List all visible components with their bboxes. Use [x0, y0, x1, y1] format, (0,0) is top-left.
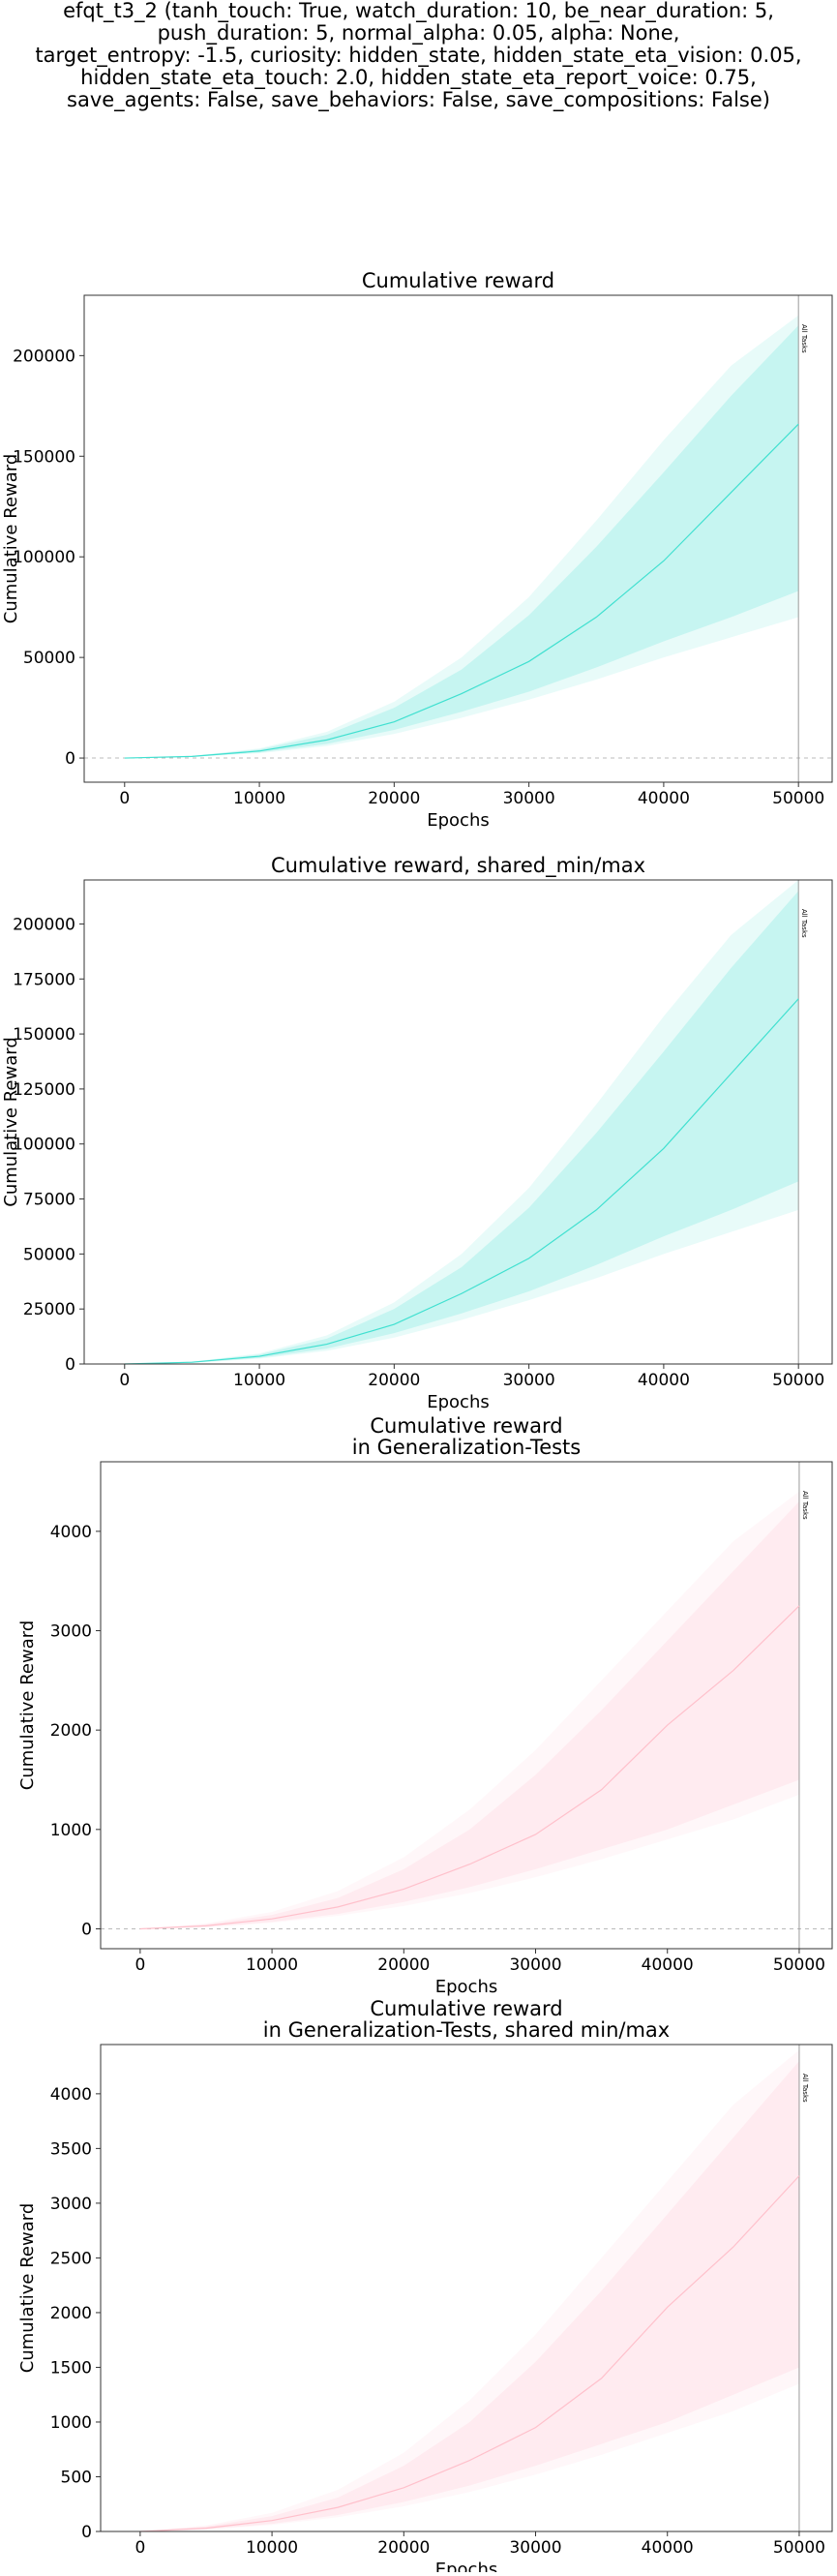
y-axis-label: Cumulative Reward — [17, 1621, 38, 1791]
x-tick-label: 20000 — [377, 2538, 430, 2558]
y-tick-label: 200000 — [13, 347, 75, 366]
x-tick-label: 0 — [119, 1371, 130, 1390]
chart-title: Cumulative reward in Generalization-Tests — [352, 1414, 581, 1459]
y-axis-label: Cumulative Reward — [1, 454, 21, 624]
x-tick-label: 50000 — [772, 789, 824, 808]
x-tick-label: 30000 — [509, 1955, 561, 1975]
y-tick-label: 4000 — [50, 1523, 92, 1542]
x-axis-label: Epochs — [435, 2560, 498, 2572]
chart-title-line: in Generalization-Tests — [352, 1436, 581, 1459]
x-tick-label: 10000 — [233, 789, 285, 808]
chart-1: All Tasks 0 10000 20000 30000 40000 50000 0 5000… — [1, 269, 832, 831]
y-tick-label: 3500 — [50, 2139, 92, 2159]
chart-title: Cumulative reward, shared_min/max — [271, 854, 645, 878]
chart-title-line: Cumulative reward — [362, 269, 554, 292]
chart-title: Cumulative reward in Generalization-Tests… — [263, 1997, 670, 2042]
y-tick-label: 125000 — [13, 1080, 75, 1100]
y-axis-label: Cumulative Reward — [1, 1037, 21, 1207]
y-tick-label: 2000 — [50, 2304, 92, 2323]
vline-label: All Tasks — [801, 1491, 809, 1520]
y-tick-label: 500 — [61, 2468, 92, 2487]
x-tick-label: 10000 — [233, 1371, 285, 1390]
x-tick-label: 20000 — [377, 1955, 430, 1975]
figure-suptitle: efqt_t3_2 (tanh_touch: True, watch_durat… — [0, 0, 837, 111]
y-tick-label: 4000 — [50, 2085, 92, 2105]
chart-2: All Tasks 0 10000 20000 30000 40000 50000 0 2500… — [1, 854, 832, 1412]
x-axis-label: Epochs — [427, 810, 490, 831]
chart-title-line: Cumulative reward, shared_min/max — [271, 854, 645, 878]
y-tick-label: 100000 — [13, 1136, 75, 1155]
y-tick-label: 175000 — [13, 970, 75, 989]
x-axis-label: Epochs — [435, 1977, 498, 1997]
x-tick-label: 10000 — [246, 2538, 298, 2558]
y-tick-label: 3000 — [50, 2195, 92, 2214]
x-tick-label: 50000 — [772, 1371, 824, 1390]
x-tick-label: 40000 — [638, 789, 690, 808]
y-tick-label: 25000 — [23, 1300, 75, 1319]
x-tick-label: 30000 — [503, 789, 555, 808]
x-tick-label: 50000 — [773, 1955, 825, 1975]
vline-label: All Tasks — [800, 909, 808, 938]
y-tick-label: 0 — [81, 2523, 92, 2542]
y-tick-label: 1500 — [50, 2358, 92, 2378]
chart-title-line: Cumulative reward — [370, 1414, 562, 1438]
y-tick-label: 75000 — [23, 1191, 75, 1210]
y-tick-label: 0 — [81, 1920, 92, 1939]
chart-title: Cumulative reward — [362, 269, 554, 292]
y-tick-label: 3000 — [50, 1622, 92, 1642]
x-tick-label: 0 — [135, 1955, 145, 1975]
x-axis-label: Epochs — [427, 1392, 490, 1412]
y-tick-label: 1000 — [50, 1821, 92, 1840]
x-tick-label: 50000 — [773, 2538, 825, 2558]
x-tick-label: 40000 — [642, 1955, 694, 1975]
y-axis-label: Cumulative Reward — [17, 2203, 38, 2374]
y-tick-label: 0 — [65, 1355, 75, 1375]
y-tick-label: 2500 — [50, 2249, 92, 2268]
x-tick-label: 40000 — [642, 2538, 694, 2558]
chart-title-line: Cumulative reward — [370, 1997, 562, 2020]
y-tick-label: 50000 — [23, 649, 75, 668]
x-tick-label: 0 — [119, 789, 130, 808]
vline-label: All Tasks — [801, 2074, 809, 2103]
vline-label: All Tasks — [800, 324, 808, 353]
y-tick-label: 100000 — [13, 548, 75, 567]
x-tick-label: 0 — [135, 2538, 145, 2558]
y-tick-label: 150000 — [13, 447, 75, 467]
chart-4: All Tasks 0 10000 20000 30000 40000 50000 0 500 1… — [17, 1997, 832, 2572]
chart-3: All Tasks 0 10000 20000 30000 40000 50000 0 1000… — [17, 1414, 832, 1997]
chart-title-line: in Generalization-Tests, shared min/max — [263, 2018, 670, 2042]
x-tick-label: 20000 — [368, 1371, 420, 1390]
x-tick-label: 40000 — [638, 1371, 690, 1390]
y-tick-label: 150000 — [13, 1025, 75, 1045]
y-tick-label: 1000 — [50, 2413, 92, 2433]
y-tick-label: 0 — [65, 749, 75, 769]
x-tick-label: 30000 — [509, 2538, 561, 2558]
y-tick-label: 50000 — [23, 1245, 75, 1264]
y-tick-label: 2000 — [50, 1721, 92, 1741]
x-tick-label: 30000 — [503, 1371, 555, 1390]
x-tick-label: 20000 — [368, 789, 420, 808]
x-tick-label: 10000 — [246, 1955, 298, 1975]
y-tick-label: 200000 — [13, 915, 75, 934]
